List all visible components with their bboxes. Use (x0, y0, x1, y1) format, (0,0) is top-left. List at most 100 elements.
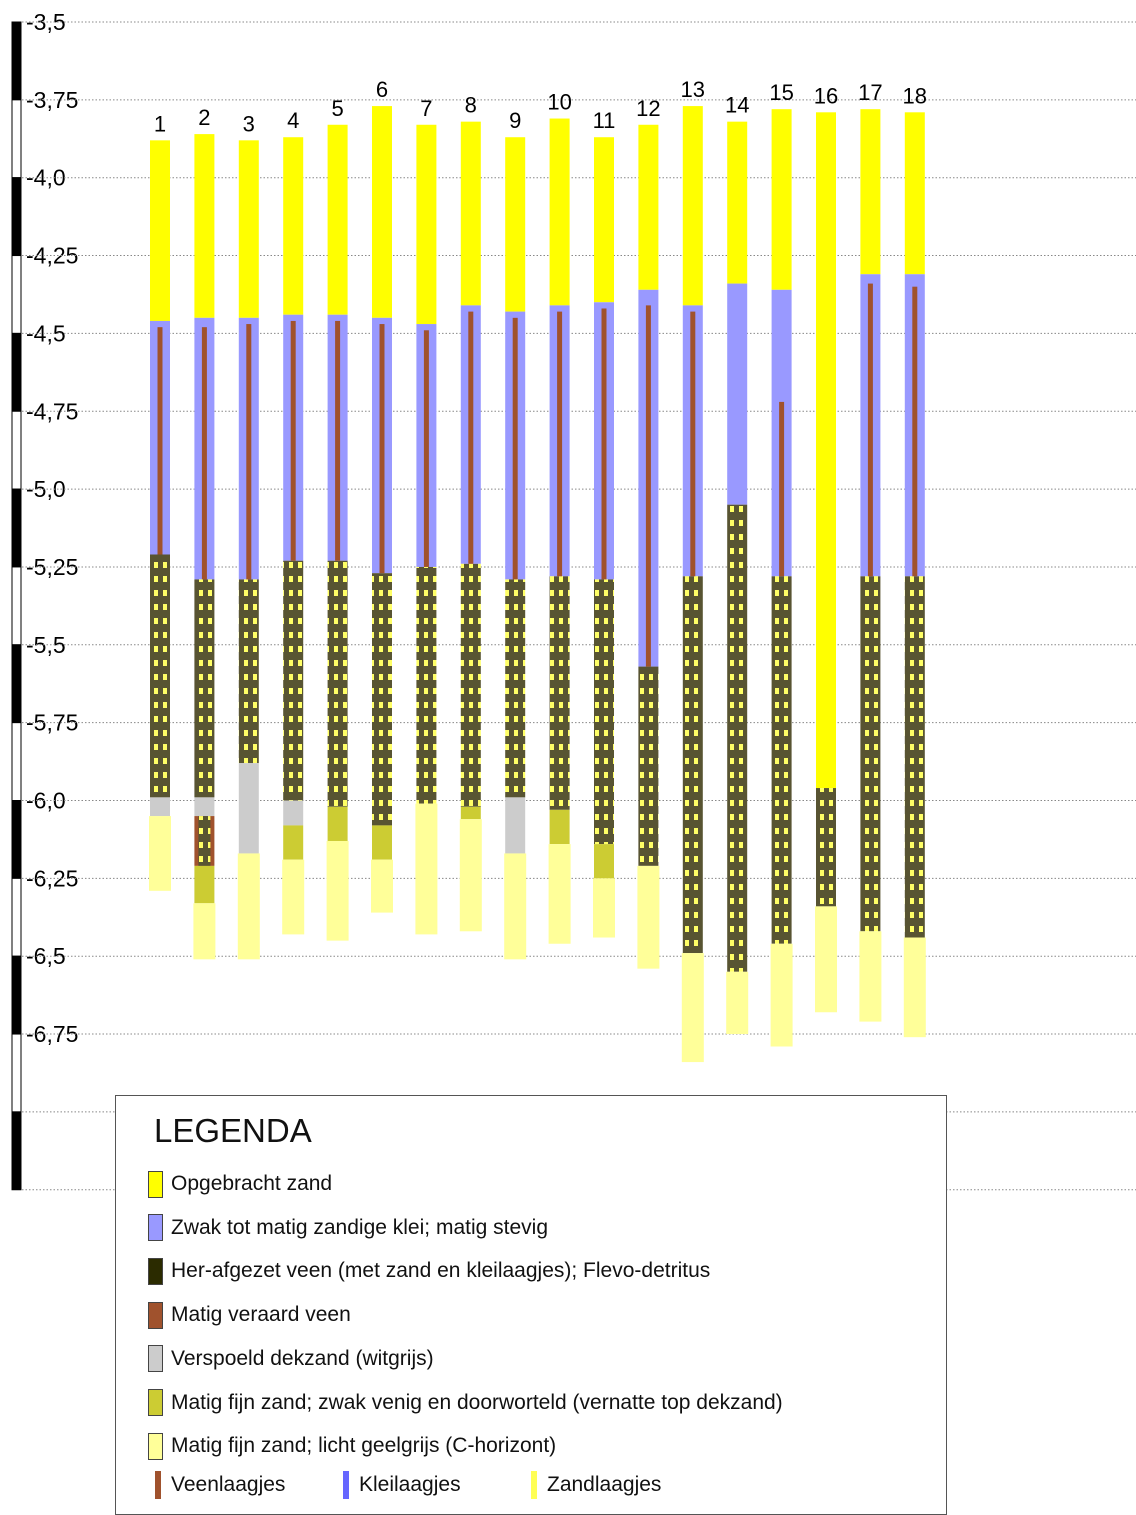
scale-block (11, 955, 22, 1035)
layer-opgebracht-zand (416, 124, 437, 325)
layer-her-afgezet-veen (594, 579, 614, 845)
boring-column: 18 (903, 83, 927, 1038)
y-tick-label: -5,25 (26, 554, 78, 580)
boring-column: 5 (326, 96, 349, 941)
scale-block (11, 722, 22, 802)
legend-small-label: Kleilaagjes (359, 1473, 461, 1496)
scale-block (11, 1033, 22, 1113)
legend-swatch (148, 1257, 163, 1285)
boring-column: 4 (282, 108, 305, 935)
y-tick-label: -6,5 (26, 943, 66, 969)
legend-swatch (148, 1301, 163, 1329)
layer-opgebracht-zand (372, 106, 392, 318)
boring-column: 13 (681, 77, 705, 1063)
legend-label: Matig fijn zand; licht geelgrijs (C-hori… (171, 1434, 557, 1458)
inclusion-veenlaagje (512, 317, 518, 580)
inclusion-veenlaagje (867, 283, 873, 577)
scale-block (11, 1111, 22, 1191)
boring-column: 17 (858, 80, 883, 1022)
layer-her-afgezet-veen (816, 788, 836, 907)
column-label: 3 (243, 111, 255, 136)
layer-verspoeld-dekzand (238, 763, 259, 854)
layer-opgebracht-zand (860, 109, 881, 275)
layer-opgebracht-zand (327, 124, 348, 315)
scale-block (11, 488, 22, 568)
legend-small-item: Veenlaagjes (155, 1470, 285, 1500)
layer-her-afgezet-veen (549, 576, 570, 810)
legend-swatch (148, 1432, 163, 1460)
inclusion-veenlaagje (779, 401, 785, 577)
scale-block (11, 410, 22, 490)
column-label: 14 (725, 93, 749, 118)
layer-opgebracht-zand (638, 124, 659, 290)
layer-opgebracht-zand (682, 106, 703, 306)
y-tick-label: -3,75 (26, 87, 78, 113)
layer-c-horizont (815, 906, 837, 1013)
y-tick-label: -5,5 (26, 632, 66, 658)
legend-label: Matig fijn zand; zwak venig en doorworte… (171, 1390, 783, 1414)
legend-label: Opgebracht zand (171, 1172, 333, 1195)
legend-item: Verspoeld dekzand (witgrijs) (148, 1344, 434, 1374)
legend-label: Her-afgezet veen (met zand en kleilaagje… (171, 1259, 711, 1283)
layer-opgebracht-zand (283, 137, 304, 315)
column-label: 16 (814, 83, 838, 108)
column-label: 8 (465, 93, 477, 118)
layer-her-afgezet-veen (194, 579, 215, 798)
legend-label: Verspoeld dekzand (witgrijs) (171, 1346, 434, 1370)
layer-c-horizont (282, 859, 305, 935)
layer-opgebracht-zand (460, 121, 481, 306)
legend-item: Zwak tot matig zandige klei; matig stevi… (148, 1213, 548, 1243)
column-label: 11 (593, 108, 616, 133)
layer-c-horizont (859, 931, 882, 1022)
column-label: 4 (287, 108, 299, 133)
scale-block (11, 99, 22, 179)
depth-axis: -3,5 -3,75 -4,0 -4,25 -4,5 -4,75 -5,0 -5,25 -5,5… (11, 9, 78, 1191)
boring-column: 7 (415, 96, 438, 935)
layer-her-afgezet-veen (771, 576, 792, 944)
layer-c-horizont (459, 819, 482, 932)
layer-opgebracht-zand (727, 121, 748, 284)
inclusion-veenlaagje (201, 327, 207, 580)
legend-small-swatch (531, 1471, 537, 1499)
legend-title: LEGENDA (154, 1112, 312, 1149)
legend-small-item: Zandlaagjes (531, 1470, 661, 1500)
layer-her-afgezet-veen (150, 554, 170, 798)
scale-block (11, 21, 22, 101)
layer-vernatte-top-dekzand (594, 844, 614, 879)
layer-c-horizont (548, 844, 571, 944)
layer-her-afgezet-veen (372, 573, 392, 826)
legend-label: Matig veraard veen (171, 1303, 351, 1327)
layer-opgebracht-zand (238, 140, 259, 318)
column-label: 13 (681, 77, 705, 102)
inclusion-veenlaagje (912, 286, 918, 577)
inclusion-veenlaagje (423, 330, 429, 567)
layer-vernatte-top-dekzand (194, 865, 215, 904)
legend-label: Zwak tot matig zandige klei; matig stevi… (171, 1215, 548, 1239)
legend-swatch (148, 1389, 163, 1416)
layer-klei (727, 283, 748, 505)
boring-column: 16 (814, 83, 838, 1013)
scale-block (11, 255, 22, 334)
inclusion-veenlaagje (290, 320, 296, 561)
column-label: 5 (331, 96, 343, 121)
scale-block (11, 800, 22, 879)
layer-c-horizont (903, 937, 926, 1038)
layer-opgebracht-zand (816, 112, 836, 789)
layer-c-horizont (193, 903, 216, 960)
inclusion-veenlaagje (557, 311, 563, 577)
layer-opgebracht-zand (549, 118, 570, 306)
scale-block (11, 177, 22, 257)
legend-small-swatch (343, 1471, 349, 1499)
legend-swatch (148, 1345, 163, 1373)
boring-column: 14 (725, 93, 749, 1035)
scale-block (11, 566, 22, 646)
layer-opgebracht-zand (150, 140, 170, 321)
inclusion-veenlaagje (157, 327, 163, 555)
column-label: 17 (858, 80, 882, 105)
boring-column: 15 (769, 80, 794, 1047)
layer-her-afgezet-veen (460, 563, 481, 807)
layer-vernatte-top-dekzand (372, 825, 392, 860)
boring-column: 3 (237, 111, 260, 960)
layer-her-afgezet-veen (505, 579, 526, 798)
